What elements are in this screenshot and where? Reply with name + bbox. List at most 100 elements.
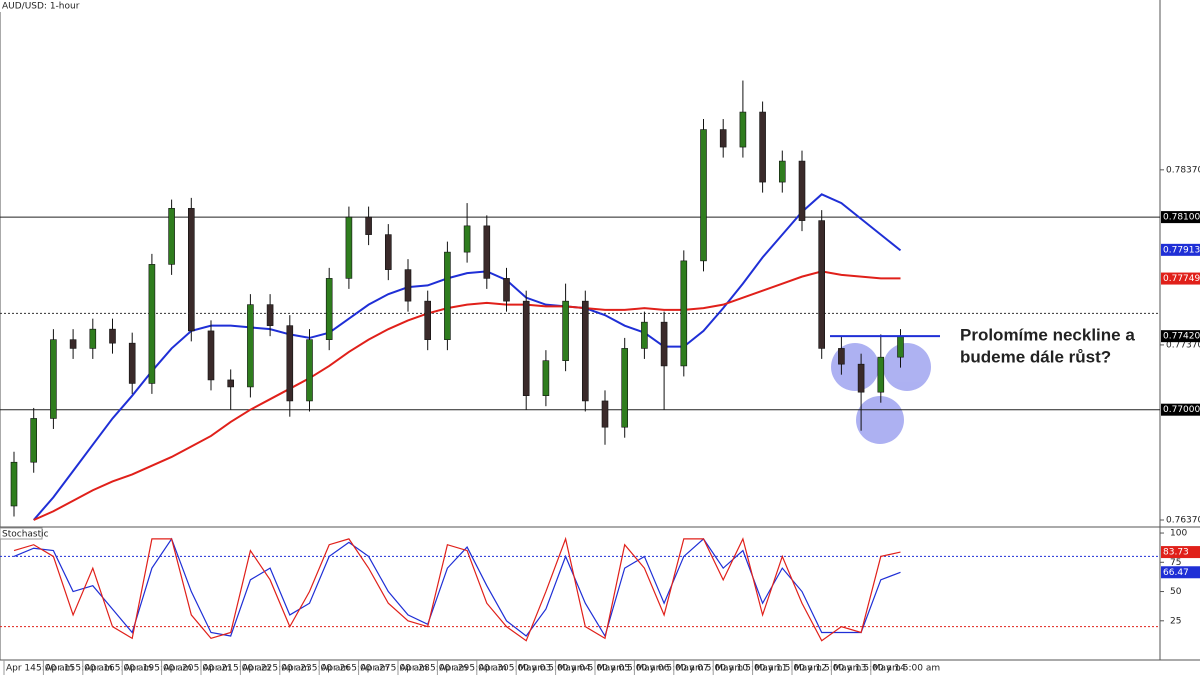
- candle-body: [503, 278, 510, 302]
- moving-average: [33, 270, 901, 521]
- time-label: 5:00 am: [785, 664, 822, 674]
- date-label: Apr 23: [282, 664, 312, 674]
- candle-body: [89, 328, 97, 349]
- candle-body: [365, 216, 372, 235]
- date-label: May 06: [636, 664, 669, 674]
- candle-body: [483, 225, 491, 279]
- time-label: 5:00 am: [745, 664, 782, 674]
- time-label: 5:00 am: [75, 664, 112, 674]
- date-label: Apr 14: [6, 664, 36, 674]
- time-label: 5:00 am: [154, 664, 191, 674]
- time-label: 5:00 am: [706, 664, 743, 674]
- candle-body: [404, 269, 412, 302]
- candle-body: [621, 348, 629, 428]
- time-label: 5:00 am: [36, 664, 73, 674]
- time-label: 5:00 am: [509, 664, 546, 674]
- time-label: 5:00 am: [824, 664, 861, 674]
- annotation: budeme dále růst?: [960, 347, 1111, 366]
- date-label: Apr 30: [479, 664, 509, 674]
- ma-label-bg: [1161, 272, 1200, 285]
- shoulder-circle: [883, 343, 931, 391]
- candle-body: [562, 300, 569, 361]
- ma-label: 0.77749: [1163, 274, 1200, 284]
- candle-body: [838, 348, 845, 365]
- candle-body: [50, 339, 57, 419]
- candle-body: [168, 208, 175, 265]
- annotation: Prolomíme neckline a: [960, 325, 1135, 344]
- candle-body: [818, 220, 826, 349]
- date-label: May 04: [558, 664, 591, 674]
- candle-body: [424, 300, 432, 340]
- last-price-label: 0.77420: [1163, 332, 1200, 342]
- date-label: Apr 20: [164, 664, 194, 674]
- moving-average: [32, 193, 902, 521]
- date-label: May 11: [755, 664, 788, 674]
- time-label: 5:00 am: [351, 664, 388, 674]
- candle-body: [798, 160, 806, 221]
- candle-body: [227, 379, 234, 388]
- chart-title: AUD/USD: 1-hour: [2, 2, 80, 12]
- stochastic-value-label-bg: [1161, 566, 1200, 579]
- time-label: 5:00 am: [627, 664, 664, 674]
- candle-body: [444, 251, 451, 340]
- date-label: Apr 22: [242, 664, 272, 674]
- time-label: 5:00 am: [863, 664, 900, 674]
- candle-body: [188, 208, 195, 332]
- date-label: Apr 26: [321, 664, 351, 674]
- level-label-bg: [1161, 403, 1200, 416]
- candle-body: [522, 300, 530, 396]
- ma-label-bg: [1161, 243, 1200, 256]
- date-label: Apr 15: [45, 664, 75, 674]
- level-label: 0.77000: [1163, 405, 1200, 415]
- time-label: 5:00 am: [548, 664, 585, 674]
- level-label: 0.78100: [1163, 213, 1200, 223]
- candle-body: [128, 342, 136, 384]
- date-label: Apr 21: [203, 664, 233, 674]
- y-tick-label: 75: [1170, 558, 1181, 568]
- candle-body: [306, 339, 313, 402]
- time-label: 5:00 am: [194, 664, 231, 674]
- y-tick-label: 0.78370: [1166, 165, 1200, 175]
- time-label: 5:00 am: [588, 664, 625, 674]
- candle-body: [345, 216, 353, 279]
- time-label: 5:00 am: [430, 664, 467, 674]
- candle-body: [325, 278, 333, 340]
- candle-body: [109, 328, 116, 344]
- date-label: May 10: [715, 664, 748, 674]
- candle-body: [148, 264, 156, 384]
- title-bg: [0, 0, 68, 12]
- y-tick-label: 0.77370: [1166, 340, 1200, 350]
- time-label: 5:00 am: [312, 664, 349, 674]
- date-label: May 14: [873, 664, 906, 674]
- candle-body: [778, 160, 786, 183]
- candle-body: [69, 339, 77, 349]
- y-tick-label: 0.76370: [1166, 515, 1200, 525]
- candle-body: [680, 260, 688, 367]
- time-label: 5:00 am: [272, 664, 309, 674]
- candle-body: [877, 356, 885, 393]
- time-label: 5:00 am: [469, 664, 506, 674]
- candle-body: [207, 330, 215, 381]
- candle-body: [581, 300, 589, 402]
- candle-body: [739, 111, 747, 148]
- candle-body: [601, 400, 609, 428]
- date-label: May 03: [518, 664, 551, 674]
- stoch-title-bg: [0, 527, 43, 540]
- y-tick-label: 25: [1170, 616, 1181, 626]
- candle-body: [266, 304, 274, 326]
- date-label: May 05: [597, 664, 630, 674]
- candle-body: [10, 461, 18, 507]
- candle-body: [542, 360, 550, 396]
- y-tick-label: 50: [1170, 587, 1182, 597]
- stochastic-line: [13, 536, 901, 642]
- time-label: 5:00 am: [666, 664, 703, 674]
- candle-body: [660, 321, 668, 367]
- candle-body: [463, 225, 471, 253]
- stochastic-value-label: 83.73: [1163, 548, 1189, 558]
- date-label: May 07: [676, 664, 709, 674]
- time-label: 5:00 am: [233, 664, 270, 674]
- stochastic-title: Stochastic: [2, 530, 49, 540]
- last-price-label-bg: [1161, 330, 1200, 343]
- date-label: Apr 28: [400, 664, 430, 674]
